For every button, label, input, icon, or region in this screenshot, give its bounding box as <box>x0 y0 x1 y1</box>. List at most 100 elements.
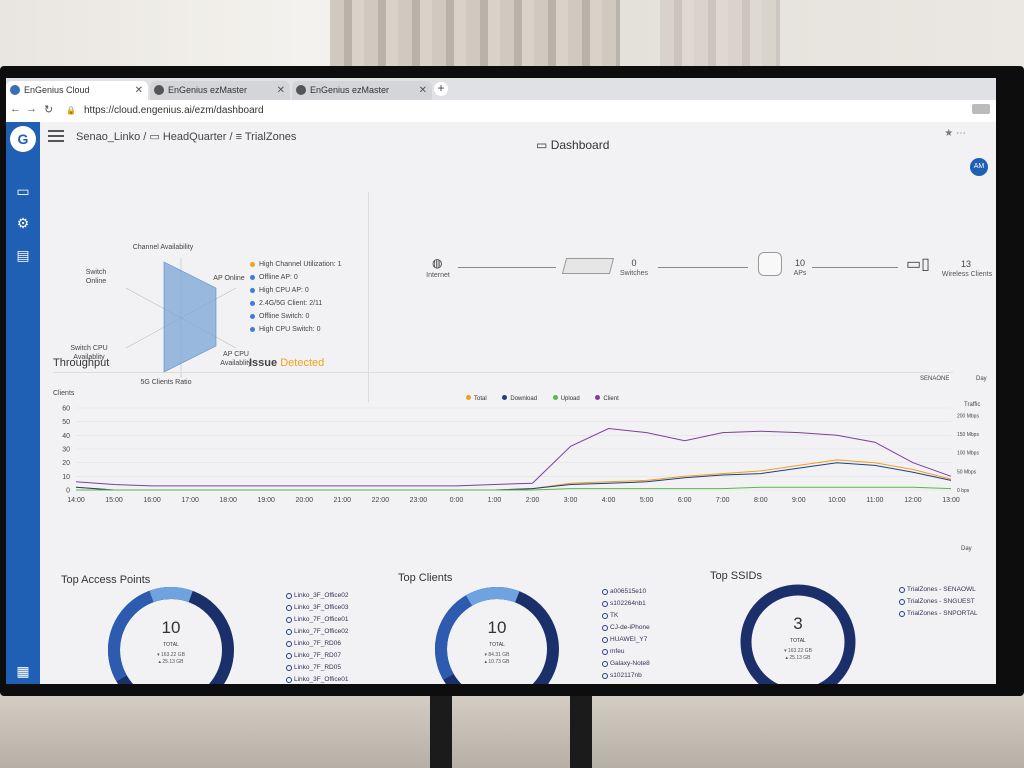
issue-title-text: Issue <box>249 357 278 369</box>
status-dot <box>250 314 255 319</box>
range-selector[interactable]: Day <box>976 376 987 382</box>
download-stat: ▾ 163.22 GB <box>157 652 185 658</box>
list-item[interactable]: TrialZones - SNPORTAL <box>899 608 978 619</box>
list-item[interactable]: a006515e10 <box>602 586 646 597</box>
x-tick-label: 13:00 <box>942 497 960 504</box>
issue-text: Offline Switch: 0 <box>259 313 310 320</box>
list-item[interactable]: Linko_7F_RD05 <box>286 662 341 673</box>
radar-label-ap-cpu: AP CPU Availablity <box>220 351 252 367</box>
engenius-logo[interactable]: G <box>10 126 36 152</box>
link-line <box>812 267 898 268</box>
radar-label-switch-cpu: Switch CPU Availablity <box>70 345 108 361</box>
switch-icon <box>561 258 615 274</box>
monitor-icon: ▭ <box>536 138 548 152</box>
x-tick-label: 21:00 <box>334 497 352 504</box>
switches-count[interactable]: 0 <box>631 258 637 268</box>
close-icon[interactable]: ✕ <box>418 85 427 96</box>
browser-tab[interactable]: EnGenius Cloud ✕ <box>6 81 148 100</box>
main-content: Senao_Linko / ▭ HeadQuarter / ≡ TrialZon… <box>40 122 996 684</box>
donut-segment <box>435 587 559 684</box>
legend-item-client[interactable]: Client <box>595 395 619 402</box>
gear-icon[interactable]: ⚙ <box>16 215 30 231</box>
total-count: 10 <box>487 618 507 637</box>
issue-item[interactable]: Offline AP: 0 <box>250 271 342 284</box>
x-tick-label: 18:00 <box>219 497 237 504</box>
list-item[interactable]: s102117nb <box>602 670 642 681</box>
list-item[interactable]: CJ-de-iPhone <box>602 622 650 633</box>
list-item[interactable]: Linko_7F_Office02 <box>286 626 348 637</box>
x-tick-label: 0:00 <box>450 497 464 504</box>
issue-item[interactable]: High CPU Switch: 0 <box>250 323 342 336</box>
list-item[interactable]: Linko_3F_Office01 <box>286 674 348 684</box>
divider <box>368 192 369 402</box>
close-icon[interactable]: ✕ <box>276 85 285 96</box>
x-tick-label: 9:00 <box>792 497 806 504</box>
star-icon[interactable]: ★ ⋯ <box>944 128 966 139</box>
browser-tab[interactable]: EnGenius ezMaster ✕ <box>150 81 290 100</box>
right-tick-label: 200 Mbps <box>957 413 979 419</box>
throughput-title: Throughput <box>53 357 110 369</box>
menu-icon[interactable] <box>48 130 64 142</box>
total-label: TOTAL <box>489 642 505 648</box>
list-item[interactable]: Linko_7F_RD07 <box>286 650 341 661</box>
back-icon[interactable]: ← <box>10 103 21 115</box>
x-tick-label: 22:00 <box>372 497 390 504</box>
list-item[interactable]: Galaxy-Note8 <box>602 658 650 669</box>
list-item[interactable]: TrialZones - SNGUEST <box>899 596 975 607</box>
avatar[interactable]: AM <box>970 158 988 176</box>
legend-label: Client <box>603 396 619 402</box>
list-item[interactable]: TrialZones - SENAOWL <box>899 584 976 595</box>
new-tab-button[interactable]: + <box>434 82 448 96</box>
legend-item-total[interactable]: Total <box>466 395 487 402</box>
legend-item-upload[interactable]: Upload <box>552 395 580 402</box>
browser-tab[interactable]: EnGenius ezMaster ✕ <box>292 81 432 100</box>
legend-label: Upload <box>560 396 580 402</box>
window-control[interactable] <box>972 104 990 114</box>
ssid-selector[interactable]: SENAONE <box>920 376 950 382</box>
monitor-bezel: EnGenius Cloud ✕ EnGenius ezMaster ✕ EnG… <box>0 66 1024 696</box>
list-item[interactable]: Linko_7F_Office01 <box>286 614 348 625</box>
building-icon[interactable]: ▦ <box>16 663 30 679</box>
forward-icon[interactable]: → <box>26 103 37 115</box>
report-icon[interactable]: ▤ <box>16 247 30 263</box>
total-label: TOTAL <box>790 638 806 644</box>
download-stat: ▾ 84.31 GB <box>484 652 510 658</box>
link-line <box>458 267 556 268</box>
range-selector[interactable]: Day <box>961 546 972 552</box>
download-stat: ▾ 163.22 GB <box>784 648 812 654</box>
close-icon[interactable]: ✕ <box>134 85 143 96</box>
issue-item[interactable]: High Channel Utilization: 1 <box>250 258 342 271</box>
issue-item[interactable]: Offline Switch: 0 <box>250 310 342 323</box>
legend-item-download[interactable]: Download <box>502 395 537 402</box>
list-item[interactable]: s102264nb1 <box>602 598 646 609</box>
list-item[interactable]: Linko_7F_RD06 <box>286 638 341 649</box>
globe-icon <box>296 85 306 95</box>
issue-item[interactable]: 2.4G/5G Client: 2/11 <box>250 297 342 310</box>
monitor-icon[interactable]: ▭ <box>16 183 30 199</box>
status-dot <box>250 262 255 267</box>
aps-label: APs <box>793 270 807 277</box>
engenius-favicon-icon <box>10 85 20 95</box>
breadcrumb[interactable]: Senao_Linko / ▭ HeadQuarter / ≡ TrialZon… <box>76 131 297 143</box>
wireless-count[interactable]: 13 <box>960 259 971 269</box>
list-item[interactable]: Linko_3F_Office02 <box>286 590 348 601</box>
x-tick-label: 20:00 <box>295 497 313 504</box>
x-tick-label: 3:00 <box>564 497 578 504</box>
url-field[interactable]: https://cloud.engenius.ai/ezm/dashboard <box>84 105 264 116</box>
series-line-upload <box>76 486 952 491</box>
list-item[interactable]: Linko_3F_Office03 <box>286 602 348 613</box>
right-axis-label: Traffic <box>964 402 981 408</box>
reload-icon[interactable]: ↻ <box>44 104 54 116</box>
x-tick-label: 6:00 <box>678 497 692 504</box>
aps-count[interactable]: 10 <box>794 258 805 268</box>
y-tick-label: 0 <box>66 488 70 495</box>
list-item[interactable]: TK <box>602 610 618 621</box>
issue-item[interactable]: High CPU AP: 0 <box>250 284 342 297</box>
x-tick-label: 12:00 <box>904 497 922 504</box>
list-item[interactable]: mfeu <box>602 646 624 657</box>
right-tick-label: 150 Mbps <box>957 432 979 438</box>
legend-dot <box>466 395 471 400</box>
list-item[interactable]: HUAWEI_Y7 <box>602 634 647 645</box>
total-count: 3 <box>793 614 803 633</box>
top-aps-donut <box>108 587 234 684</box>
